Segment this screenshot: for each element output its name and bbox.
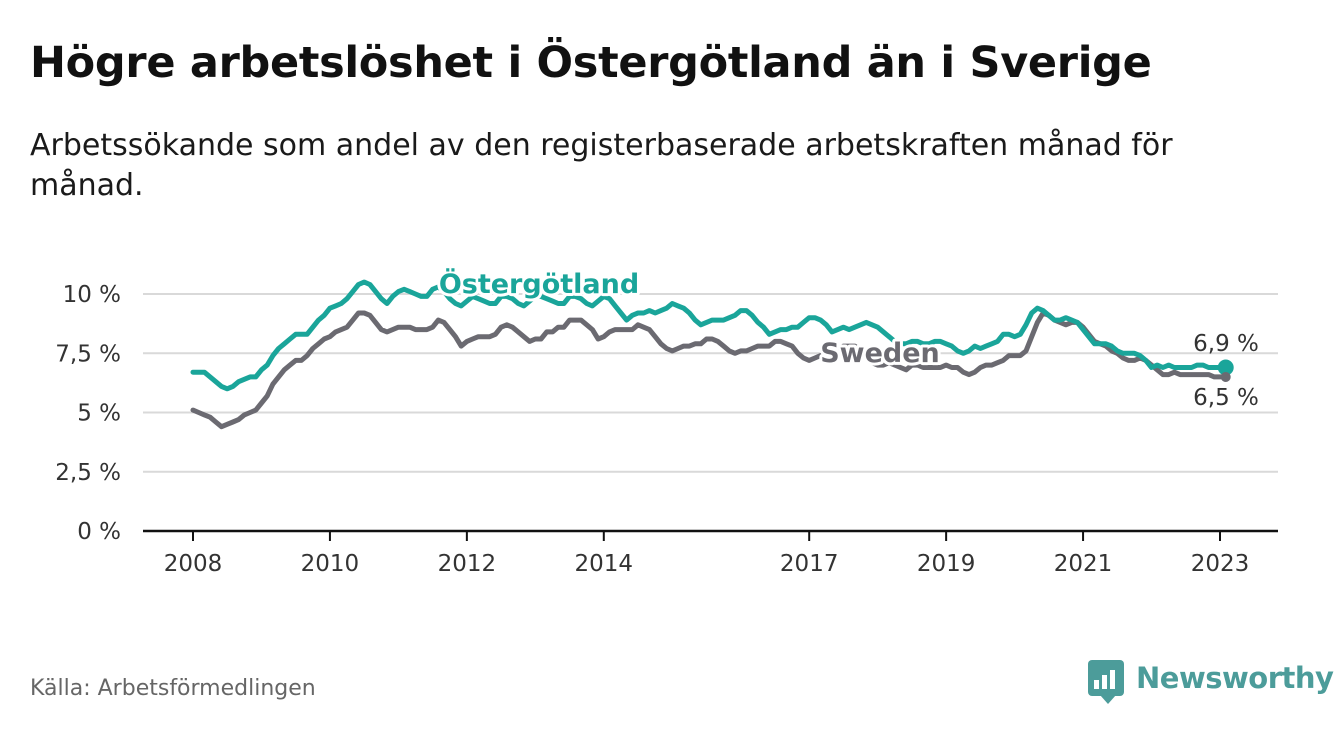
series-labels: 6,9 % 6,5 % Östergötland Sweden: [436, 264, 1259, 411]
x-tick-label: 2010: [301, 551, 360, 577]
x-tick-label: 2014: [575, 551, 634, 577]
x-tick-label: 2017: [780, 551, 839, 577]
series-label-ostergotland: Östergötland: [439, 267, 639, 300]
y-tick-label: 0 %: [77, 519, 121, 545]
line-chart: 0 % 2,5 % 5 % 7,5 % 10 % 2008 2010 2012 2014 201…: [55, 264, 1278, 577]
x-tick-label: 2019: [917, 551, 976, 577]
x-tick-label: 2023: [1191, 551, 1250, 577]
x-axis-ticks: 2008 2010 2012 2014 2017 2019 2021 2023: [164, 531, 1250, 577]
grid-lines: [143, 293, 1278, 533]
end-point-sweden: [1220, 371, 1231, 382]
end-point-ostergotland: [1217, 359, 1234, 376]
chart-subtitle: Arbetssökande som andel av den registerb…: [30, 128, 1173, 203]
source-note: Källa: Arbetsförmedlingen: [30, 676, 316, 701]
bar-chart-icon: [1088, 660, 1124, 704]
end-value-label: 6,5 %: [1193, 385, 1259, 411]
y-tick-label: 10 %: [63, 282, 121, 308]
y-axis-ticks: 0 % 2,5 % 5 % 7,5 % 10 %: [55, 282, 121, 545]
end-value-label: 6,9 %: [1193, 331, 1259, 357]
y-tick-label: 5 %: [77, 401, 121, 427]
series-line-ostergotland: [190, 279, 1229, 392]
series-line-sweden: [190, 310, 1229, 430]
y-tick-label: 7,5 %: [55, 341, 121, 367]
x-tick-label: 2012: [438, 551, 497, 577]
x-tick-label: 2021: [1054, 551, 1113, 577]
y-tick-label: 2,5 %: [55, 460, 121, 486]
brand-logo: Newsworthy: [1088, 660, 1334, 704]
chart-title: Högre arbetslöshet i Östergötland än i S…: [30, 38, 1152, 88]
series-label-sweden: Sweden: [820, 338, 940, 369]
series-lines: [190, 279, 1229, 430]
brand-name: Newsworthy: [1136, 661, 1334, 695]
x-tick-label: 2008: [164, 551, 223, 577]
